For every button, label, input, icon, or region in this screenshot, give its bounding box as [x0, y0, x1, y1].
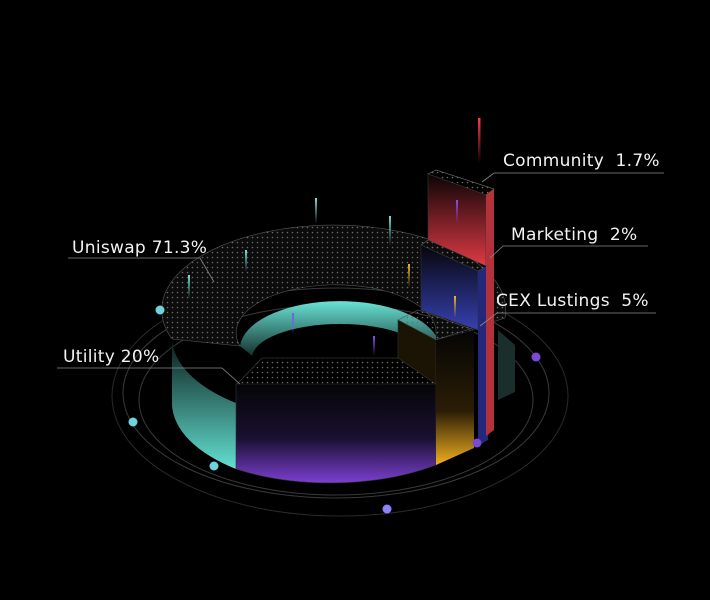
orbit-dot — [128, 417, 138, 427]
orbit-ring — [122, 287, 550, 499]
spike — [373, 336, 375, 356]
orbit-dot — [155, 305, 165, 315]
leader-line-community — [481, 172, 664, 183]
orbit-dot — [382, 504, 392, 514]
orbit-dots — [128, 305, 541, 514]
leader-line-marketing — [489, 245, 648, 259]
label-uniswap: Uniswap 71.3% — [72, 238, 207, 258]
label-cex: CEX Lustings 5% — [496, 291, 649, 311]
orbit-dot — [209, 461, 219, 471]
label-marketing: Marketing 2% — [511, 225, 637, 245]
spike — [315, 198, 317, 224]
spike — [408, 264, 410, 288]
spike — [389, 216, 391, 246]
label-utility: Utility 20% — [63, 347, 160, 367]
leader-line-utility — [57, 367, 241, 385]
spikes — [188, 118, 481, 356]
spike — [245, 250, 247, 272]
leader-line-uniswap — [68, 257, 215, 283]
orbit-dot — [472, 438, 482, 448]
slice-uniswap-right-wall — [498, 330, 515, 400]
leader-line-cex — [479, 312, 656, 327]
orbit-dot — [531, 352, 541, 362]
spike — [454, 296, 456, 318]
slice-uniswap-outer-wall — [172, 339, 236, 469]
slice-community-side — [486, 189, 494, 436]
slice-marketing-side — [478, 266, 488, 446]
label-community: Community 1.7% — [503, 151, 660, 171]
spike — [292, 313, 294, 335]
leader-lines — [57, 172, 664, 385]
slice-utility-front — [235, 383, 437, 484]
slice-cex-front — [436, 330, 474, 465]
spike — [478, 118, 481, 164]
spike — [456, 200, 458, 224]
slice-uniswap-top-texture — [161, 225, 506, 346]
spike — [188, 275, 190, 299]
